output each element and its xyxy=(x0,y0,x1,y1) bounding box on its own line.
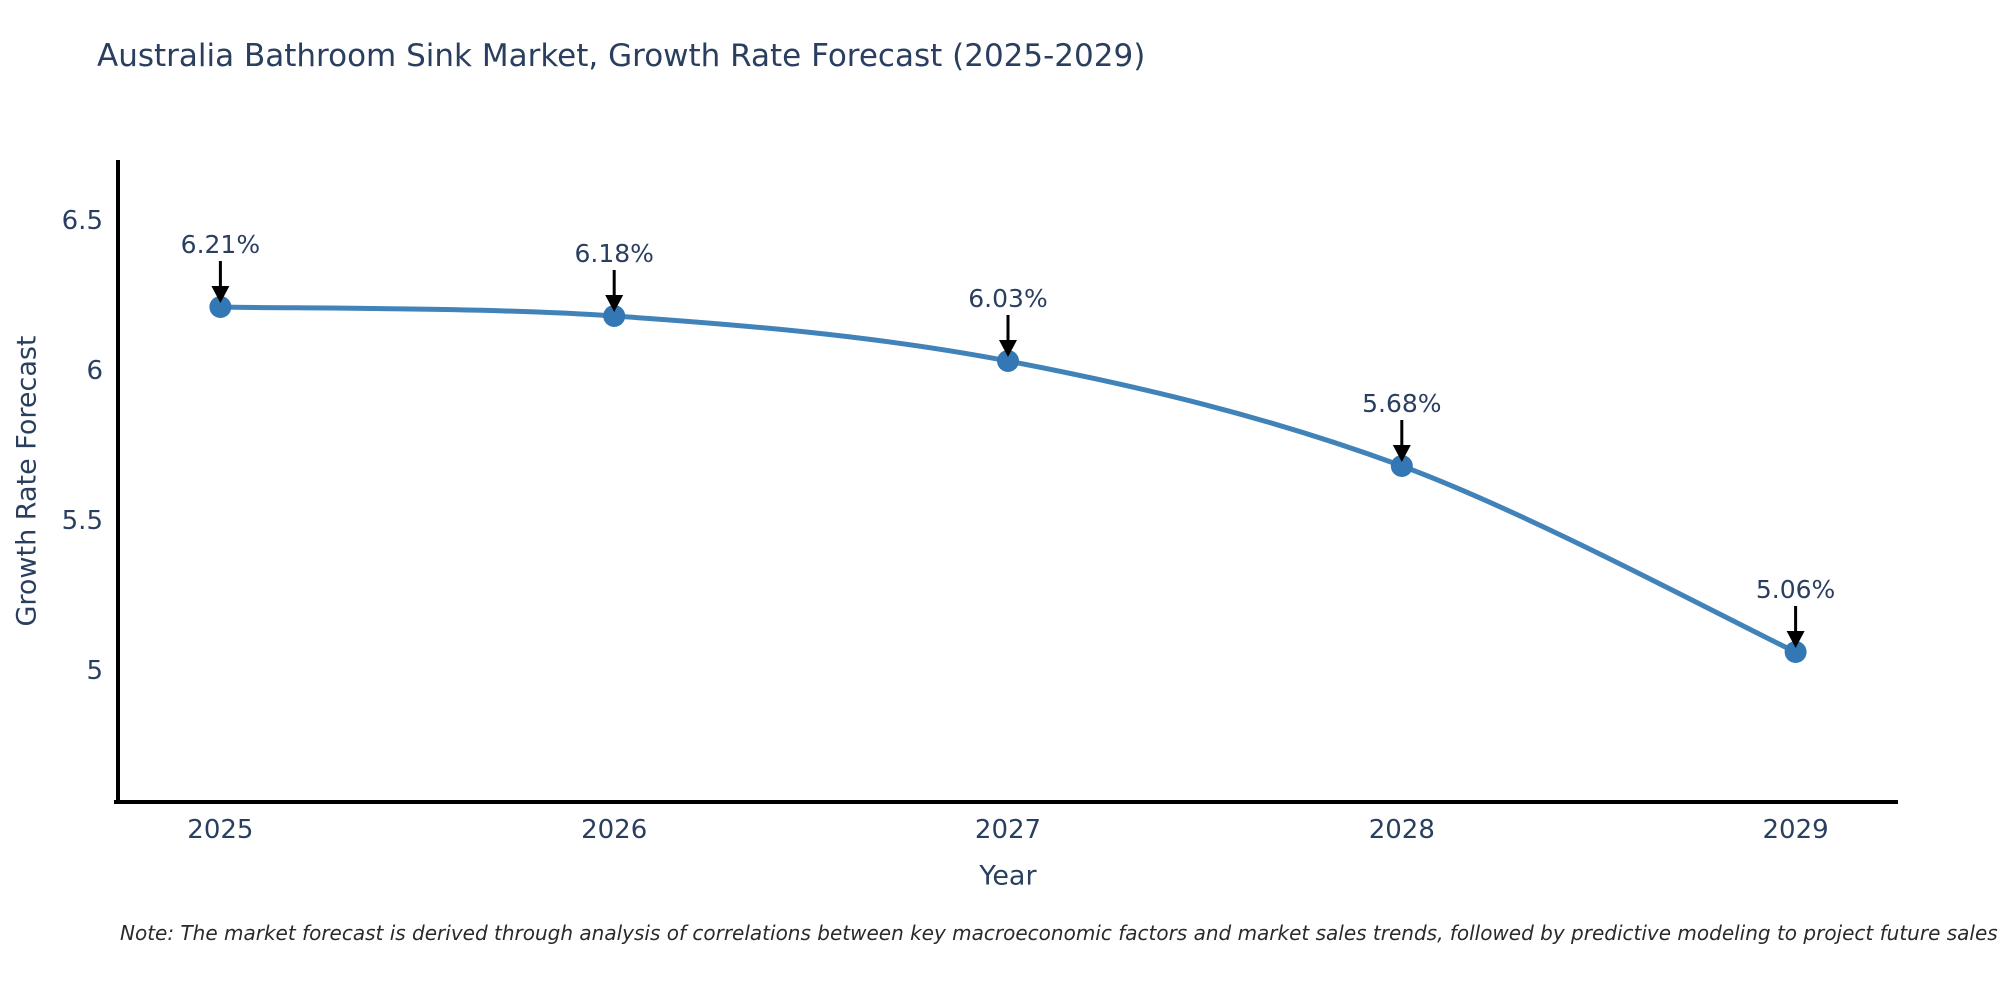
annotation-arrowhead-icon xyxy=(999,340,1017,357)
y-tick-label: 6.5 xyxy=(62,206,103,236)
data-point-2028[interactable] xyxy=(1390,455,1413,477)
x-tick-label: 2026 xyxy=(581,815,647,845)
x-tick-label: 2029 xyxy=(1763,815,1829,845)
y-tick-label: 6 xyxy=(86,356,103,386)
data-point-label: 5.68% xyxy=(1362,389,1441,418)
annotation-arrowhead-icon xyxy=(1786,631,1805,648)
y-tick-label: 5.5 xyxy=(62,506,103,536)
y-tick-label: 5 xyxy=(86,656,103,686)
x-tick-label: 2027 xyxy=(975,815,1041,845)
data-point-label: 6.21% xyxy=(181,230,260,259)
annotation-arrowhead-icon xyxy=(211,286,230,303)
data-point-2029[interactable] xyxy=(1784,641,1807,663)
chart-title: Australia Bathroom Sink Market, Growth R… xyxy=(97,38,1146,74)
annotation-arrowhead-icon xyxy=(605,295,624,312)
data-point-2027[interactable] xyxy=(997,350,1019,372)
data-point-label: 6.18% xyxy=(574,239,653,268)
data-point-label: 6.03% xyxy=(968,284,1047,313)
annotation-arrowhead-icon xyxy=(1392,445,1411,462)
data-point-label: 5.06% xyxy=(1756,575,1835,604)
x-tick-label: 2028 xyxy=(1369,815,1435,845)
x-axis-title: Year xyxy=(979,860,1037,892)
data-point-2026[interactable] xyxy=(603,305,626,327)
data-point-2025[interactable] xyxy=(209,296,232,318)
footnote: Note: The market forecast is derived thr… xyxy=(120,921,1998,945)
x-tick-label: 2025 xyxy=(187,815,253,845)
